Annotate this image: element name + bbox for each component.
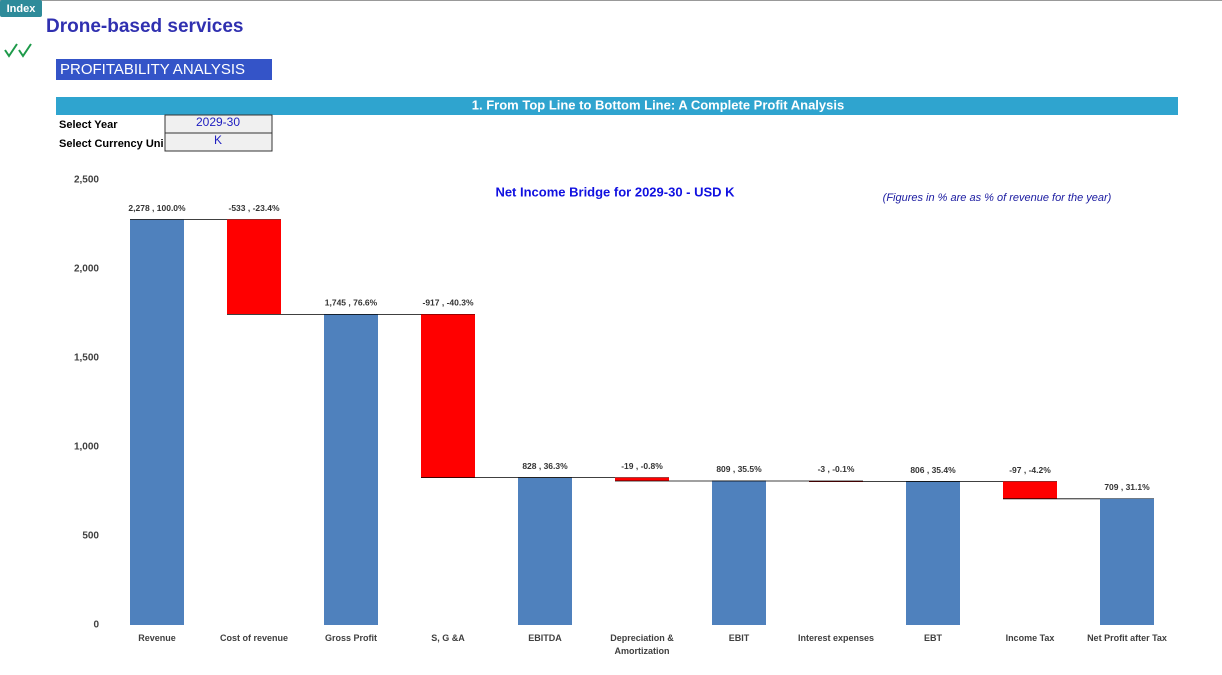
value-label: -19 , -0.8% xyxy=(621,461,663,471)
index-button[interactable]: Index xyxy=(7,3,37,15)
section-title: PROFITABILITY ANALYSIS xyxy=(60,61,245,78)
bar xyxy=(1100,498,1154,625)
bar xyxy=(130,219,184,626)
input-label: Select Year xyxy=(59,119,118,131)
bar xyxy=(518,477,572,625)
y-tick-label: 500 xyxy=(82,531,99,542)
section-bg xyxy=(56,59,272,80)
y-tick-label: 0 xyxy=(93,620,99,631)
x-tick-label: Income Tax xyxy=(1005,633,1055,643)
x-tick-label: Gross Profit xyxy=(324,633,377,643)
chart-note: (Figures in % are as % of revenue for th… xyxy=(883,192,1112,204)
x-tick-label: Cost of revenue xyxy=(219,633,288,643)
banner: 1. From Top Line to Bottom Line: A Compl… xyxy=(472,97,844,112)
bar xyxy=(227,219,281,315)
value-label: 809 , 35.5% xyxy=(716,464,762,474)
index-button-bg[interactable] xyxy=(0,0,42,17)
value-label: 709 , 31.1% xyxy=(1104,482,1150,492)
value-label: 1,745 , 76.6% xyxy=(325,298,378,308)
check-icon xyxy=(4,43,32,58)
x-tick-label: Depreciation & Amortization xyxy=(610,633,674,656)
value-label: 828 , 36.3% xyxy=(522,461,568,471)
input-value[interactable]: K xyxy=(214,133,222,147)
y-tick-label: 1,500 xyxy=(74,353,99,364)
y-tick-label: 2,500 xyxy=(74,175,99,186)
y-tick-label: 2,000 xyxy=(74,264,99,275)
bar xyxy=(1003,481,1057,499)
chart-title: Net Income Bridge for 2029-30 - USD K xyxy=(495,184,735,199)
x-tick-label: EBITDA xyxy=(528,633,562,643)
value-label: 806 , 35.4% xyxy=(910,465,956,475)
x-tick-label: S, G &A xyxy=(431,633,465,643)
bar xyxy=(615,477,669,481)
input-label: Select Currency Uni xyxy=(59,138,164,150)
input-cell[interactable] xyxy=(164,132,273,152)
bar xyxy=(712,480,766,625)
value-label: -533 , -23.4% xyxy=(228,203,279,213)
value-label: 2,278 , 100.0% xyxy=(128,203,186,213)
input-value[interactable]: 2029-30 xyxy=(196,115,240,129)
bar xyxy=(906,481,960,625)
x-tick-label: EBT xyxy=(924,633,942,643)
banner-bg xyxy=(56,97,1178,115)
x-tick-label: Interest expenses xyxy=(797,633,875,643)
x-tick-label: Net Profit after Tax xyxy=(1087,633,1167,643)
value-label: -97 , -4.2% xyxy=(1009,465,1051,475)
bar xyxy=(421,314,475,478)
page-title: Drone-based services xyxy=(46,16,244,37)
x-tick-label: EBIT xyxy=(728,633,750,643)
value-label: -917 , -40.3% xyxy=(422,298,473,308)
bar xyxy=(324,314,378,625)
x-tick-label: Revenue xyxy=(138,633,176,643)
value-label: -3 , -0.1% xyxy=(818,464,855,474)
y-tick-label: 1,000 xyxy=(74,442,99,453)
